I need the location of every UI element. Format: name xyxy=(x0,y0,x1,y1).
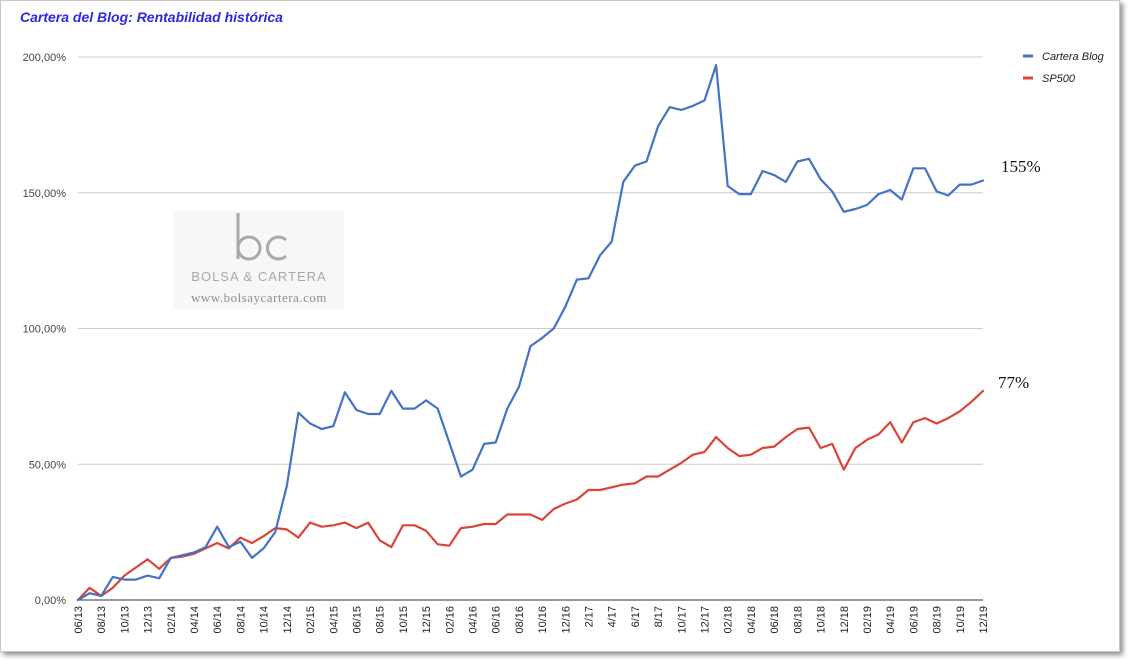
watermark-logo-icon xyxy=(236,213,288,261)
x-tick-label: 12/16 xyxy=(560,606,572,634)
end-label-blog: 155% xyxy=(1001,157,1041,176)
x-tick-label: 02/16 xyxy=(444,606,456,634)
x-tick-label: 10/19 xyxy=(955,606,967,634)
x-tick-label: 10/16 xyxy=(537,606,549,634)
watermark: BOLSA & CARTERA www.bolsaycartera.com xyxy=(174,211,344,309)
y-tick-label: 100,00% xyxy=(23,324,67,336)
x-tick-label: 02/14 xyxy=(166,606,178,634)
x-tick-label: 10/15 xyxy=(398,606,410,634)
x-tick-label: 06/16 xyxy=(491,606,503,634)
x-tick-label: 02/15 xyxy=(305,606,317,634)
x-tick-label: 06/15 xyxy=(351,606,363,634)
x-tick-label: 10/13 xyxy=(119,606,131,634)
x-tick-label: 12/14 xyxy=(282,606,294,634)
x-tick-label: 06/13 xyxy=(73,606,85,634)
chart-title: Cartera del Blog: Rentabilidad histórica xyxy=(20,9,283,25)
y-tick-label: 150,00% xyxy=(23,188,67,200)
x-tick-label: 12/15 xyxy=(421,606,433,634)
x-tick-label: 2/17 xyxy=(584,606,596,627)
x-tick-label: 04/14 xyxy=(189,606,201,634)
x-tick-label: 08/19 xyxy=(932,606,944,634)
x-tick-label: 06/18 xyxy=(769,606,781,634)
x-tick-label: 08/16 xyxy=(514,606,526,634)
x-tick-label: 10/14 xyxy=(259,606,271,634)
x-tick-label: 12/17 xyxy=(700,606,712,634)
x-tick-label: 8/17 xyxy=(653,606,665,627)
x-tick-label: 04/15 xyxy=(328,606,340,634)
legend-label: SP500 xyxy=(1042,73,1076,85)
x-tick-label: 06/19 xyxy=(908,606,920,634)
series-line xyxy=(76,63,985,602)
x-tick-label: 04/18 xyxy=(746,606,758,634)
x-tick-label: 08/13 xyxy=(96,606,108,634)
x-tick-label: 12/19 xyxy=(978,606,990,634)
x-tick-label: 08/15 xyxy=(375,606,387,634)
end-label-sp500: 77% xyxy=(998,373,1029,392)
x-tick-label: 04/16 xyxy=(467,606,479,634)
x-tick-label: 12/13 xyxy=(143,606,155,634)
legend-label: Cartera Blog xyxy=(1042,51,1105,63)
x-tick-label: 08/14 xyxy=(235,606,247,634)
x-tick-label: 08/18 xyxy=(792,606,804,634)
y-tick-label: 0,00% xyxy=(35,595,66,607)
x-tick-label: 6/17 xyxy=(630,606,642,627)
x-tick-label: 04/19 xyxy=(885,606,897,634)
x-tick-label: 10/18 xyxy=(816,606,828,634)
watermark-name: BOLSA & CARTERA xyxy=(191,269,327,284)
y-tick-label: 200,00% xyxy=(23,52,67,64)
x-tick-label: 12/18 xyxy=(839,606,851,634)
x-tick-label: 06/14 xyxy=(212,606,224,634)
x-tick-label: 10/17 xyxy=(676,606,688,634)
watermark-url: www.bolsaycartera.com xyxy=(191,290,327,305)
x-tick-label: 02/19 xyxy=(862,606,874,634)
series-line xyxy=(76,389,985,602)
x-tick-label: 02/18 xyxy=(723,606,735,634)
x-tick-label: 4/17 xyxy=(607,606,619,627)
y-tick-label: 50,00% xyxy=(29,459,67,471)
